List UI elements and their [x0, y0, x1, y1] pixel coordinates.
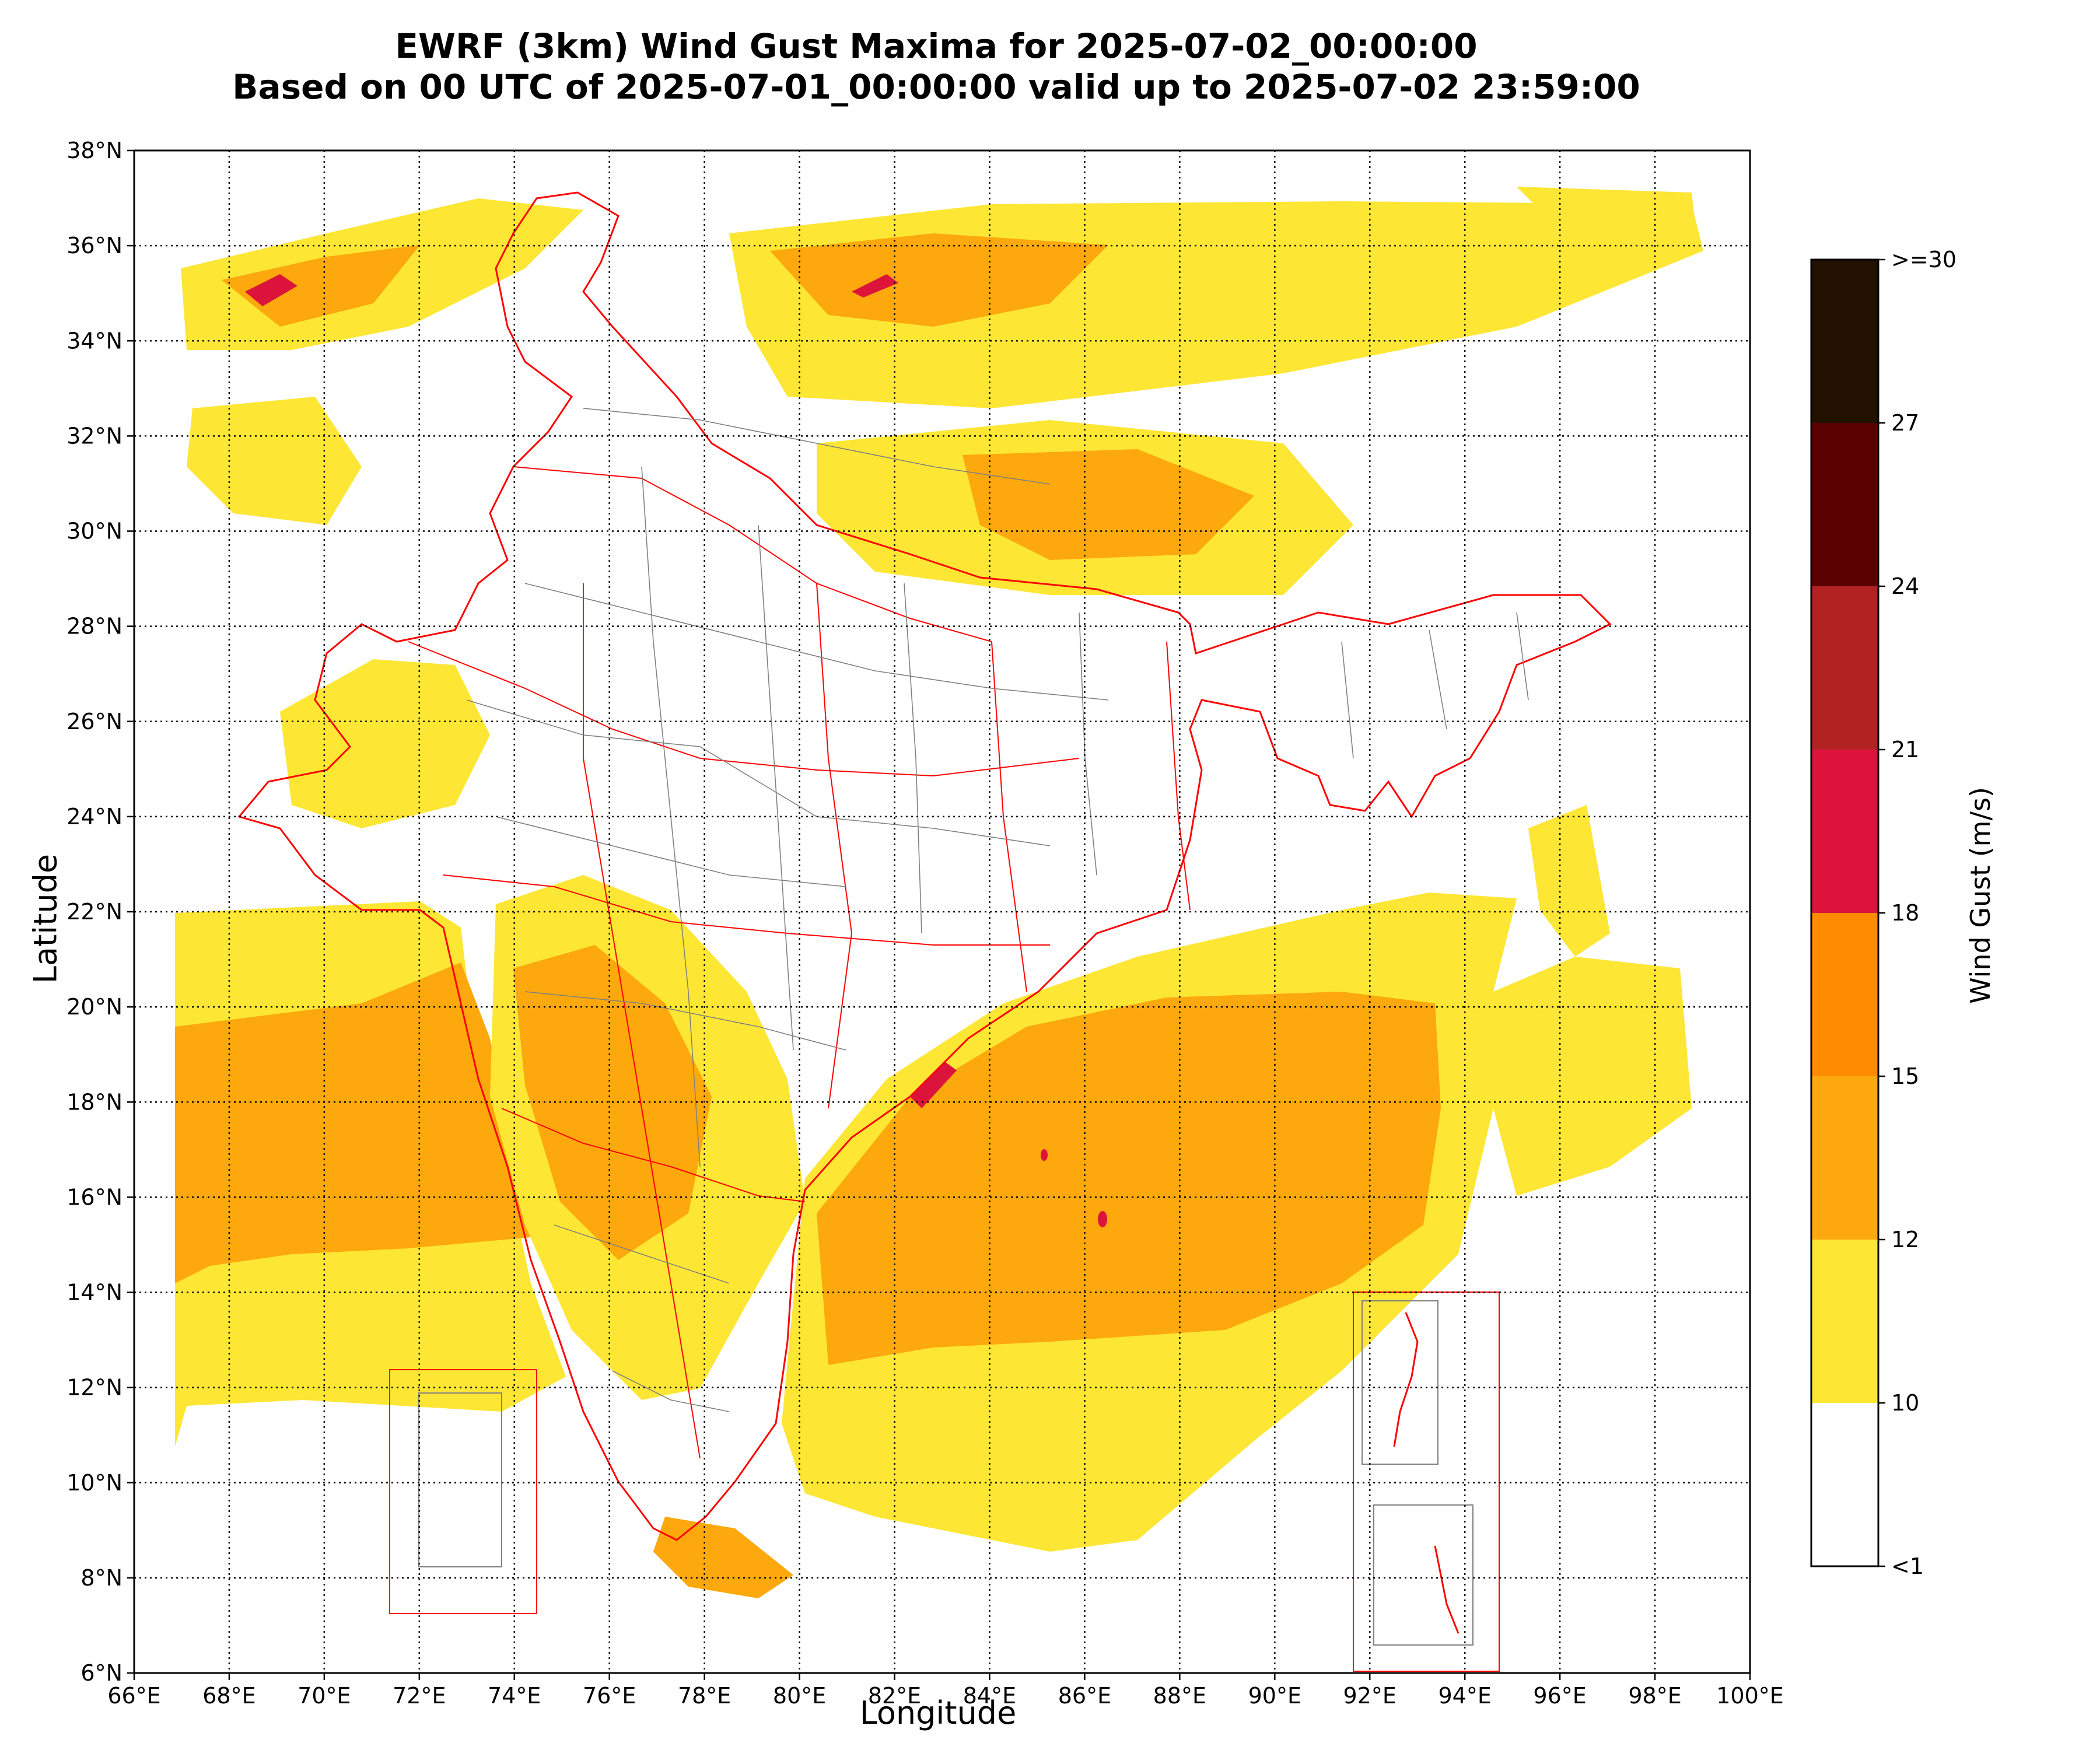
colorbar-bin: [1811, 750, 1878, 913]
title-line-1: EWRF (3km) Wind Gust Maxima for 2025-07-…: [395, 26, 1478, 66]
y-tick-label: 12°N: [66, 1375, 123, 1401]
gust-area-pakistan-10-12: [187, 397, 362, 525]
inset-andaman-lower: [1373, 1504, 1474, 1646]
colorbar-tick-label: 15: [1891, 1063, 1919, 1089]
colorbar-bin: [1811, 1403, 1878, 1566]
x-tick-label: 72°E: [393, 1683, 446, 1709]
x-tick-label: 74°E: [488, 1683, 541, 1709]
colorbar-tick-label: <1: [1891, 1553, 1924, 1579]
andaman-islands: [1393, 1312, 1419, 1447]
x-tick-label: 76°E: [583, 1683, 636, 1709]
y-tick-label: 30°N: [66, 519, 123, 544]
inset-andaman-upper: [1362, 1300, 1438, 1465]
x-tick-label: 88°E: [1153, 1683, 1206, 1709]
y-tick-label: 38°N: [66, 138, 123, 163]
y-tick-label: 6°N: [80, 1660, 123, 1686]
colorbar-bin: [1811, 423, 1878, 586]
state-border-5: [583, 583, 701, 1459]
state-border-8: [1166, 641, 1191, 911]
district-lines-1: [466, 408, 1109, 1412]
gust-spot-18-21-bay-2: [1041, 1149, 1048, 1161]
y-tick-label: 8°N: [80, 1565, 123, 1591]
gust-area-northeast-10-12: [1517, 187, 1698, 245]
y-tick-label: 24°N: [66, 804, 123, 830]
state-border-1: [513, 466, 992, 642]
colorbar-bin: [1811, 1076, 1878, 1240]
x-axis-title: Longitude: [859, 1695, 1017, 1731]
state-border-4: [501, 1108, 806, 1202]
gust-area-bay-of-bengal-12-15: [817, 992, 1441, 1365]
state-border-2: [408, 641, 1080, 777]
x-tick-label: 94°E: [1438, 1683, 1491, 1709]
colorbar-title: Wind Gust (m/s): [1965, 787, 1996, 1004]
x-tick-label: 96°E: [1533, 1683, 1586, 1709]
boundaries: [237, 191, 1612, 1672]
y-tick-label: 14°N: [66, 1280, 123, 1306]
x-tick-label: 86°E: [1058, 1683, 1111, 1709]
title-line-2: Based on 00 UTC of 2025-07-01_00:00:00 v…: [232, 67, 1640, 107]
colorbar-tick-label: 12: [1891, 1227, 1919, 1252]
gust-area-north-band-12-15: [770, 233, 1108, 327]
y-tick-label: 28°N: [66, 614, 123, 639]
x-tick-label: 84°E: [963, 1683, 1016, 1709]
gust-area-andaman-sea-10-12: [1493, 957, 1692, 1196]
x-tick-label: 90°E: [1248, 1683, 1301, 1709]
x-tick-label: 80°E: [773, 1683, 826, 1709]
colorbar-tick-label: 18: [1891, 900, 1919, 926]
x-tick-label: 98°E: [1628, 1683, 1681, 1709]
x-axis-ticks: 66°E 68°E 70°E 72°E 74°E 76°E 78°E 80°E 82°E 84°E…: [107, 1673, 1784, 1709]
inset-lakshadweep-inner: [418, 1392, 502, 1567]
gust-spot-18-21-karakoram: [245, 274, 298, 306]
colorbar-tick-label: >=30: [1891, 247, 1957, 272]
colorbar-tick-label: 24: [1891, 573, 1919, 599]
colorbar-bin: [1811, 586, 1878, 750]
colorbar-tick-label: 10: [1891, 1390, 1919, 1416]
y-axis-title: Latitude: [27, 853, 64, 984]
x-tick-label: 100°E: [1716, 1683, 1784, 1709]
gust-spot-18-21-coast: [910, 1062, 957, 1108]
india-outline-border: [237, 191, 1612, 1541]
inset-andaman-frame: [1353, 1292, 1500, 1672]
gust-area-south-tip: [653, 1517, 793, 1598]
colorbar-bin: [1811, 260, 1878, 423]
x-tick-label: 78°E: [678, 1683, 731, 1709]
y-axis-ticks: 6°N 8°N 10°N 12°N 14°N 16°N 18°N 20°N 22°N 24°N 26…: [66, 138, 134, 1686]
gust-area-northwest-10-12: [280, 659, 490, 828]
y-tick-label: 36°N: [66, 233, 123, 258]
state-border-3: [443, 874, 1050, 946]
y-tick-label: 26°N: [66, 709, 123, 734]
y-tick-label: 32°N: [66, 423, 123, 449]
x-tick-label: 92°E: [1343, 1683, 1396, 1709]
y-tick-label: 10°N: [66, 1470, 123, 1496]
y-tick-label: 18°N: [66, 1089, 123, 1115]
gust-area-myanmar-10-12: [1528, 805, 1610, 957]
gust-spot-18-21-bay: [1098, 1211, 1107, 1227]
x-tick-label: 70°E: [298, 1683, 351, 1709]
gridlines: [134, 150, 1750, 1673]
y-tick-label: 20°N: [66, 994, 123, 1020]
gust-area-karakoram-12-15: [222, 245, 420, 327]
gust-area-arabian-sea-12-15: [175, 963, 537, 1283]
x-tick-label: 66°E: [107, 1683, 160, 1709]
state-border-6: [816, 583, 853, 1109]
colorbar: <1 10 12 15 18 21 24 27 >=30: [1810, 247, 1957, 1579]
colorbar-tick-label: 21: [1891, 737, 1919, 762]
y-tick-label: 16°N: [66, 1184, 123, 1210]
x-tick-label: 68°E: [202, 1683, 256, 1709]
nicobar-islands: [1434, 1545, 1460, 1634]
gust-area-plateau-12-15: [963, 449, 1254, 560]
x-tick-label: 82°E: [868, 1683, 921, 1709]
wind-gust-field: [175, 187, 1703, 1598]
colorbar-tick-label: 27: [1891, 410, 1919, 436]
y-tick-label: 22°N: [66, 899, 123, 925]
gust-spot-18-21-tibet: [852, 274, 898, 298]
inset-lakshadweep-frame: [389, 1369, 537, 1614]
colorbar-bin: [1811, 1240, 1878, 1403]
colorbar-bin: [1811, 913, 1878, 1076]
y-tick-label: 34°N: [66, 328, 123, 354]
state-border-7: [991, 641, 1027, 992]
